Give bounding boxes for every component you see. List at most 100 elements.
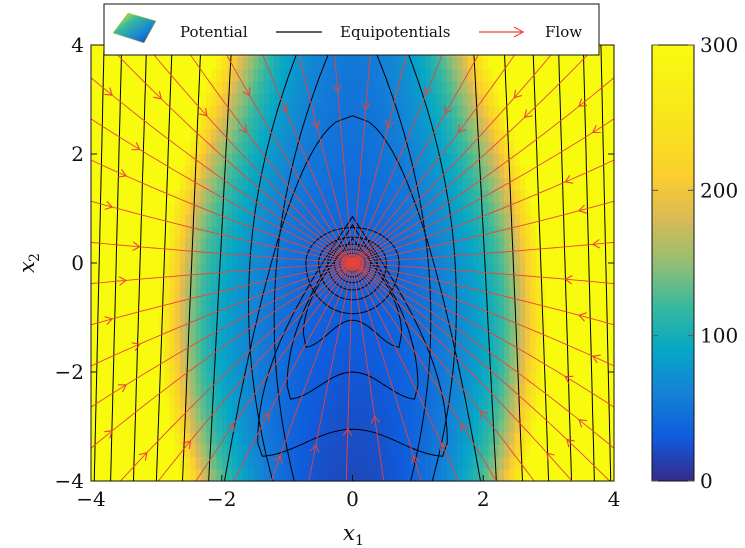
flow-streamline — [352, 45, 485, 264]
heatmap-cell — [415, 347, 422, 361]
heatmap-cell — [342, 299, 348, 313]
heatmap-cell — [342, 347, 348, 361]
heatmap-cell — [378, 468, 385, 482]
heatmap-cell — [561, 214, 568, 228]
heatmap-cell — [347, 444, 354, 458]
heatmap-cell — [368, 420, 375, 434]
heatmap-cell — [300, 384, 307, 397]
heatmap-cell — [221, 347, 228, 361]
heatmap-cell — [514, 105, 521, 119]
heatmap-cell — [373, 287, 380, 300]
heatmap-cell — [279, 81, 286, 95]
heatmap-cell — [608, 384, 615, 397]
heatmap-cell — [582, 408, 589, 422]
heatmap-cell — [169, 154, 176, 167]
heatmap-cell — [451, 432, 458, 446]
heatmap-cell — [446, 444, 453, 458]
heatmap-cell — [467, 166, 474, 179]
heatmap-cell — [127, 384, 134, 397]
heatmap-cell — [232, 468, 239, 482]
heatmap-cell — [540, 166, 547, 179]
heatmap-cell — [525, 250, 531, 264]
heatmap-cell — [425, 178, 432, 191]
heatmap-cell — [91, 299, 97, 313]
heatmap-cell — [519, 226, 526, 240]
heatmap-cell — [598, 129, 605, 143]
heatmap-cell — [91, 166, 97, 179]
heatmap-cell — [174, 359, 181, 373]
heatmap-cell — [357, 432, 364, 446]
heatmap-cell — [357, 347, 364, 361]
heatmap-cell — [514, 190, 521, 204]
heatmap-cell — [404, 263, 411, 276]
heatmap-cell — [603, 141, 610, 155]
heatmap-cell — [551, 408, 558, 422]
heatmap-cell — [410, 396, 416, 409]
heatmap-cell — [347, 141, 354, 155]
heatmap-cell — [117, 129, 123, 143]
heatmap-cell — [383, 238, 390, 252]
heatmap-cell — [289, 432, 296, 446]
heatmap-cell — [206, 117, 212, 131]
heatmap-cell — [404, 444, 411, 458]
heatmap-cell — [561, 444, 568, 458]
heatmap-cell — [420, 396, 427, 409]
heatmap-cell — [493, 105, 500, 119]
heatmap-cell — [185, 178, 191, 191]
heatmap-cell — [441, 129, 448, 143]
heatmap-cell — [237, 69, 244, 82]
heatmap-cell — [153, 432, 160, 446]
heatmap-cell — [289, 166, 296, 179]
flow-arrowhead — [591, 354, 601, 364]
heatmap-cell — [556, 335, 563, 349]
heatmap-cell — [315, 81, 322, 95]
heatmap-cell — [122, 93, 129, 107]
heatmap-cell — [216, 105, 223, 119]
heatmap-cell — [153, 117, 160, 131]
heatmap-cell — [342, 202, 348, 216]
heatmap-cell — [362, 311, 369, 325]
heatmap-cell — [394, 141, 401, 155]
heatmap-cell — [200, 359, 207, 373]
heatmap-cell — [274, 154, 280, 167]
heatmap-cell — [603, 238, 610, 252]
heatmap-cell — [206, 396, 212, 409]
heatmap-cell — [237, 311, 244, 325]
heatmap-cell — [383, 105, 390, 119]
heatmap-cell — [190, 129, 197, 143]
heatmap-cell — [441, 384, 448, 397]
heatmap-cell — [504, 69, 510, 82]
heatmap-cell — [237, 323, 244, 337]
heatmap-cell — [315, 166, 322, 179]
heatmap-cell — [122, 117, 129, 131]
heatmap-cell — [593, 190, 599, 204]
heatmap-cell — [101, 275, 108, 288]
heatmap-cell — [535, 444, 542, 458]
heatmap-cell — [106, 468, 113, 482]
heatmap-cell — [253, 311, 259, 325]
heatmap-cell — [608, 81, 615, 95]
flow-streamline — [91, 200, 353, 264]
heatmap-cell — [593, 335, 599, 349]
heatmap-cell — [587, 311, 594, 325]
heatmap-cell — [593, 93, 599, 107]
heatmap-cell — [242, 456, 249, 470]
heatmap-cell — [284, 456, 291, 470]
heatmap-cell — [540, 214, 547, 228]
heatmap-cell — [561, 372, 568, 385]
heatmap-cell — [394, 311, 401, 325]
heatmap-cell — [164, 226, 171, 240]
heatmap-cell — [551, 456, 558, 470]
heatmap-cell — [101, 287, 108, 300]
heatmap-cell — [362, 323, 369, 337]
heatmap-cell — [101, 384, 108, 397]
heatmap-cell — [268, 287, 275, 300]
heatmap-cell — [551, 287, 558, 300]
heatmap-cell — [258, 214, 265, 228]
heatmap-cell — [294, 408, 301, 422]
heatmap-cell — [572, 359, 578, 373]
flow-arrowhead — [311, 120, 321, 129]
heatmap-cell — [158, 432, 165, 446]
heatmap-cell — [352, 166, 359, 179]
heatmap-cell — [394, 372, 401, 385]
